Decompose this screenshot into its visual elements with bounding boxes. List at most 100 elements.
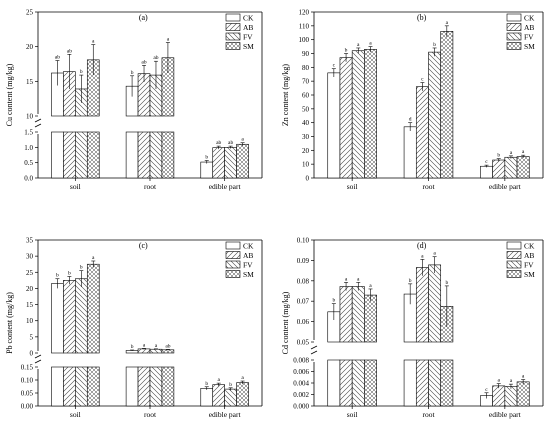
- y-tick-label: 0.5: [24, 159, 33, 167]
- significance-letter: b: [433, 42, 436, 48]
- legend-label-SM: SM: [243, 270, 254, 279]
- y-axis-label: Zn content (mg/kg): [281, 64, 290, 127]
- legend-label-SM: SM: [524, 42, 535, 51]
- bar-CK: [480, 165, 493, 179]
- y-tick-label: 0.000: [293, 403, 309, 411]
- y-tick-label: 120: [299, 9, 310, 17]
- panel-label: (b): [417, 13, 427, 22]
- bar-CK-lower: [51, 131, 64, 179]
- significance-letter: a: [155, 343, 158, 349]
- y-tick-label: 15: [26, 78, 34, 86]
- bar-CK-lower: [327, 359, 341, 407]
- significance-letter: ab: [67, 48, 72, 54]
- y-tick-label: 10: [302, 161, 310, 169]
- bar-SM: [440, 31, 454, 179]
- bar-CK: [51, 283, 64, 354]
- bar-FV-lower: [428, 359, 442, 407]
- significance-letter: a: [241, 375, 244, 381]
- legend-swatch-SM: [506, 270, 522, 278]
- legend-label-AB: AB: [524, 251, 534, 260]
- legend-label-CK: CK: [524, 14, 535, 23]
- bar-FV-lower: [75, 366, 88, 407]
- legend-swatch-FV: [506, 260, 522, 269]
- significance-letter: b: [497, 153, 500, 159]
- bar-AB: [339, 57, 353, 179]
- bar-CK: [200, 388, 214, 407]
- y-tick-label: 40: [302, 119, 310, 127]
- significance-letter: a: [357, 42, 360, 48]
- bar-FV: [351, 286, 365, 343]
- legend-swatch-CK: [506, 13, 522, 22]
- significance-letter: a: [143, 342, 146, 348]
- y-tick-label: 0.15: [21, 364, 34, 372]
- x-tick-label: edible part: [489, 410, 522, 419]
- legend-swatch-CK: [225, 241, 241, 250]
- y-tick-label: 1.0: [24, 144, 33, 152]
- bar-SM: [86, 263, 100, 354]
- y-tick-label: 30: [302, 133, 310, 141]
- panel-label: (c): [139, 241, 148, 250]
- bar-AB-lower: [339, 359, 353, 407]
- y-tick-label: 30: [26, 253, 34, 261]
- x-tick-label: soil: [347, 410, 358, 419]
- significance-letter: c: [333, 63, 336, 69]
- bar-AB: [492, 385, 506, 407]
- legend-swatch-CK: [506, 241, 522, 250]
- y-tick-label: 110: [299, 22, 310, 30]
- y-tick-label: 0.09: [297, 257, 310, 265]
- significance-letter: b: [332, 298, 335, 304]
- y-tick-label: 0: [30, 350, 34, 358]
- significance-letter: a: [92, 39, 95, 45]
- bar-FV: [428, 264, 442, 343]
- y-tick-label: 1.5: [24, 129, 33, 137]
- significance-letter: b: [445, 280, 448, 286]
- significance-letter: b: [68, 270, 71, 276]
- significance-letter: ab: [55, 55, 60, 61]
- legend-label-SM: SM: [243, 42, 254, 51]
- significance-letter: a: [167, 37, 170, 43]
- significance-letter: b: [229, 382, 232, 388]
- significance-letter: a: [421, 253, 424, 259]
- bar-FV-lower: [149, 131, 163, 179]
- bar-FV: [224, 147, 237, 179]
- bar-SM: [161, 349, 175, 354]
- significance-letter: c: [421, 77, 424, 83]
- significance-letter: c: [485, 387, 488, 393]
- x-tick-label: edible part: [209, 182, 242, 191]
- significance-letter: a: [510, 378, 513, 384]
- bar-AB: [339, 286, 353, 343]
- panel-c: 0 5 10 15 20 25 30 35 0.00 0.05 0.10 0.15 Pb content…: [5, 237, 263, 419]
- y-tick-label: 20: [26, 43, 34, 51]
- bar-SM: [516, 156, 530, 179]
- y-tick-label: 0.05: [21, 390, 34, 398]
- bar-SM-lower: [161, 366, 175, 407]
- significance-letter: a: [357, 276, 360, 282]
- bar-SM: [236, 143, 249, 179]
- bar-AB-lower: [137, 131, 151, 179]
- bar-AB: [492, 159, 506, 179]
- legend-label-CK: CK: [524, 242, 535, 251]
- bar-AB: [212, 384, 225, 407]
- significance-letter: d: [409, 117, 412, 123]
- significance-letter: ab: [141, 59, 146, 65]
- y-tick-label: 10: [26, 317, 34, 325]
- bar-CK: [403, 126, 417, 179]
- significance-letter: b: [205, 155, 208, 161]
- significance-letter: a: [510, 150, 513, 156]
- bar-SM-lower: [161, 131, 175, 179]
- significance-letter: a: [446, 20, 449, 26]
- bar-AB: [415, 86, 429, 179]
- bar-AB: [137, 348, 151, 354]
- y-axis-label: Cu content (mg/kg): [5, 63, 14, 126]
- y-axis-label: Pb content (mg/kg): [5, 292, 14, 354]
- y-tick-label: 25: [26, 9, 34, 17]
- legend-label-FV: FV: [524, 33, 534, 42]
- legend-label-AB: AB: [243, 23, 253, 32]
- y-tick-label: 10: [26, 113, 34, 121]
- significance-letter: b: [80, 265, 83, 271]
- significance-letter: a: [522, 374, 525, 380]
- y-tick-label: 20: [26, 285, 34, 293]
- bar-SM-lower: [440, 359, 454, 407]
- legend-label-AB: AB: [524, 23, 534, 32]
- bar-FV: [351, 50, 365, 179]
